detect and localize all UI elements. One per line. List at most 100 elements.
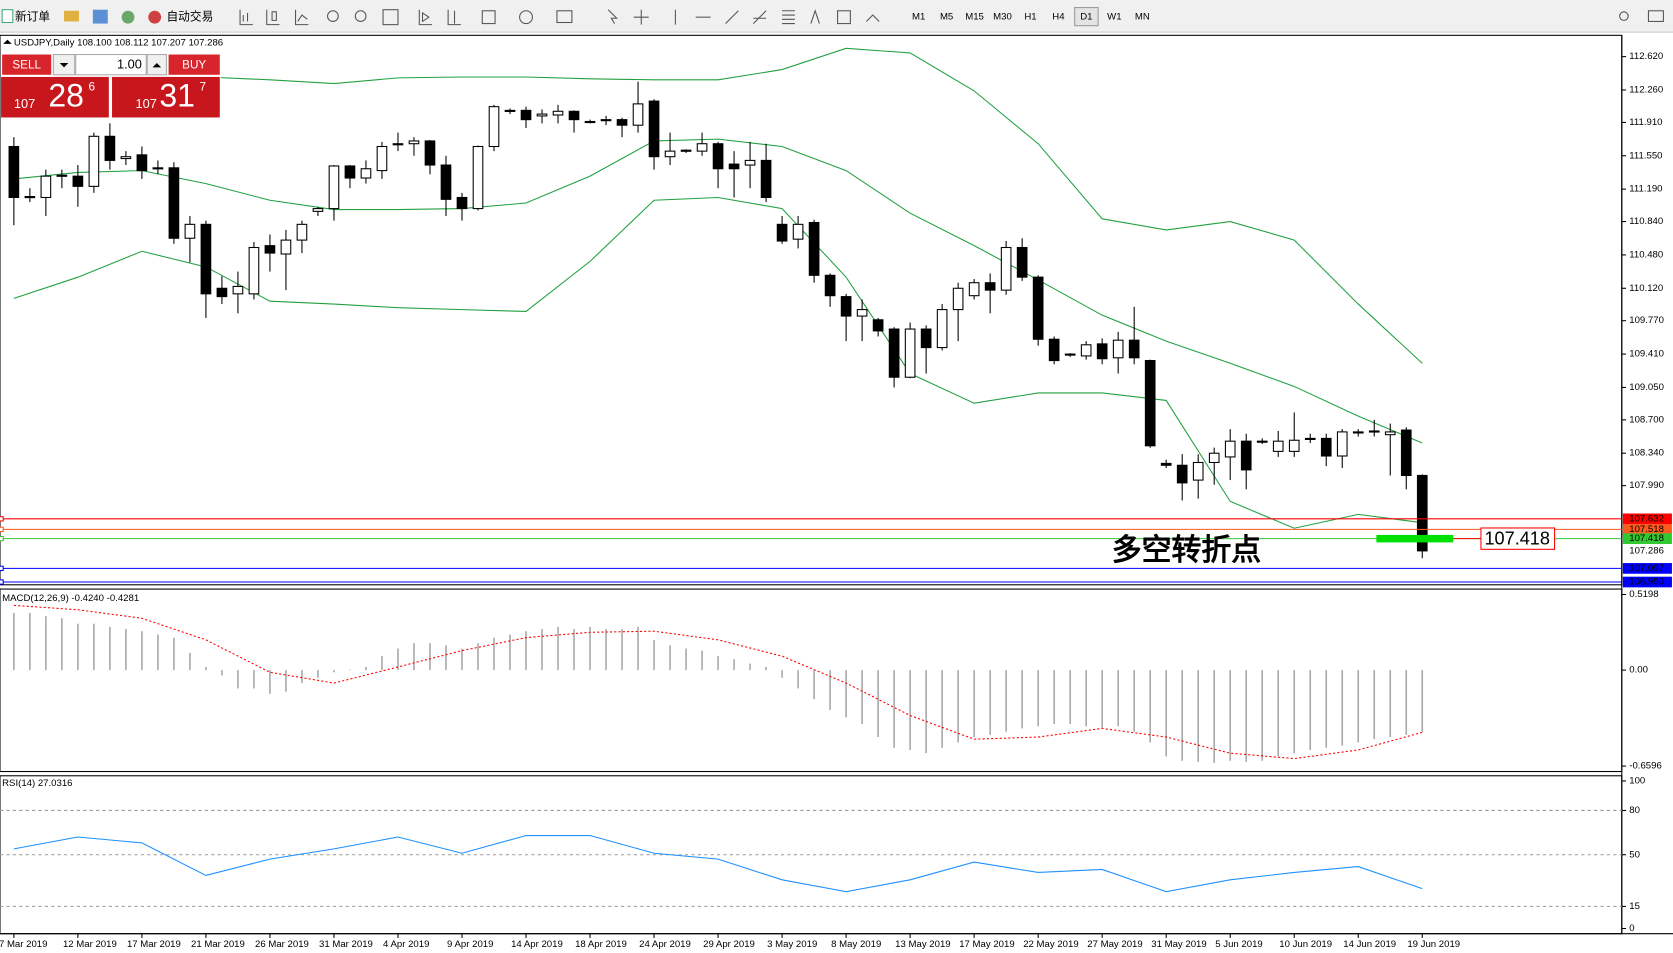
icon[interactable] bbox=[481, 10, 496, 25]
icon[interactable] bbox=[752, 10, 767, 24]
icon[interactable] bbox=[327, 10, 339, 22]
y-tick-label: 109.410 bbox=[1629, 349, 1664, 360]
y-tick-label: 111.550 bbox=[1629, 150, 1662, 161]
icon[interactable] bbox=[633, 9, 649, 25]
icon[interactable] bbox=[782, 10, 795, 25]
candle-body bbox=[232, 285, 244, 295]
timeframe-button[interactable]: M15 bbox=[965, 12, 984, 23]
toolbar-icons bbox=[239, 9, 1664, 26]
x-tick-label: 8 May 2019 bbox=[831, 939, 881, 950]
icon[interactable] bbox=[725, 10, 739, 24]
plot: 112.620 112.260 111.910 111.550 111.190 110.8… bbox=[0, 47, 1672, 950]
auto-trading-button[interactable]: 自动交易 bbox=[148, 9, 213, 24]
annotation-text: 多空转折点 bbox=[1112, 533, 1261, 568]
candle-body bbox=[568, 110, 580, 121]
y-tick-label: 80 bbox=[1629, 805, 1640, 816]
timeframe-button[interactable]: M5 bbox=[940, 12, 953, 23]
icon[interactable] bbox=[354, 10, 367, 22]
y-tick-label: 111.910 bbox=[1629, 117, 1662, 128]
x-tick-label: 17 May 2019 bbox=[959, 939, 1014, 950]
button-label: 新订单 bbox=[15, 9, 50, 23]
rsi-line bbox=[13, 835, 1423, 893]
icon bbox=[148, 10, 162, 24]
bid-box[interactable]: 107 28 6 bbox=[1, 76, 109, 118]
icon[interactable] bbox=[607, 9, 618, 24]
x-tick-label: 21 Mar 2019 bbox=[191, 939, 245, 950]
candle-body bbox=[264, 245, 276, 254]
x-tick-label: 9 Apr 2019 bbox=[447, 939, 493, 950]
price-label-bg bbox=[1622, 524, 1672, 535]
y-tick-label: 111.190 bbox=[1629, 184, 1662, 195]
candle-body bbox=[984, 282, 996, 291]
candle-body bbox=[200, 223, 212, 295]
icon[interactable] bbox=[556, 10, 573, 24]
x-tick-label: 7 Mar 2019 bbox=[0, 939, 47, 950]
candle-body bbox=[136, 154, 148, 172]
candle-body bbox=[952, 287, 964, 311]
timeframe-button[interactable]: W1 bbox=[1107, 12, 1121, 23]
y-tick-label: 107.990 bbox=[1629, 480, 1664, 491]
x-tick-label: 4 Apr 2019 bbox=[383, 939, 429, 950]
candle-body bbox=[1096, 343, 1108, 360]
candle-body bbox=[1208, 452, 1220, 464]
candle-body bbox=[968, 282, 980, 297]
price-box bbox=[112, 76, 220, 118]
collapse-icon[interactable] bbox=[3, 39, 12, 44]
ask-box[interactable]: 107 31 7 bbox=[112, 76, 220, 118]
icon[interactable] bbox=[382, 9, 399, 26]
line-handle bbox=[0, 535, 4, 542]
icon[interactable] bbox=[447, 9, 461, 26]
candle-body bbox=[1336, 431, 1348, 457]
timeframe-button[interactable]: M30 bbox=[993, 12, 1012, 23]
toolbar bbox=[0, 0, 1673, 33]
candle-body bbox=[648, 100, 660, 158]
candle-body bbox=[456, 196, 468, 210]
x-tick-label: 24 Apr 2019 bbox=[639, 939, 691, 950]
icon[interactable] bbox=[121, 10, 135, 24]
timeframe-button[interactable]: H1 bbox=[1024, 12, 1036, 23]
timeframe-button[interactable]: MN bbox=[1135, 12, 1150, 23]
candle-body bbox=[872, 319, 884, 332]
icon[interactable] bbox=[239, 9, 253, 26]
icon[interactable] bbox=[865, 14, 880, 22]
icon[interactable] bbox=[519, 10, 533, 25]
candle-body bbox=[488, 106, 500, 148]
price-label-bg bbox=[1622, 545, 1672, 557]
icon[interactable] bbox=[92, 9, 108, 24]
price-fraction: 6 bbox=[88, 81, 95, 94]
icon[interactable] bbox=[418, 9, 433, 26]
icon[interactable] bbox=[295, 9, 309, 26]
icon[interactable] bbox=[837, 10, 851, 25]
candle-body bbox=[472, 145, 484, 210]
timeframe-button[interactable]: H4 bbox=[1052, 12, 1065, 23]
price-label-bg bbox=[1622, 533, 1672, 544]
candle-body bbox=[840, 296, 852, 317]
lot-input[interactable] bbox=[75, 53, 147, 76]
candle-body bbox=[152, 167, 164, 170]
y-tick-label: 108.700 bbox=[1629, 414, 1664, 425]
icon[interactable] bbox=[1619, 11, 1629, 21]
x-tick-label: 5 Jun 2019 bbox=[1215, 939, 1262, 950]
timeframe-button[interactable]: D1 bbox=[1080, 12, 1092, 23]
timeframe-button[interactable]: M1 bbox=[912, 12, 925, 23]
candle-body bbox=[1176, 464, 1188, 484]
icon[interactable] bbox=[810, 9, 820, 24]
sell-button[interactable]: SELL bbox=[2, 54, 52, 75]
buy-button[interactable]: BUY bbox=[168, 54, 220, 75]
line-handle bbox=[0, 516, 4, 522]
icon[interactable] bbox=[1647, 10, 1664, 22]
one-click-panel: SELL 1.00 BUY 107 28 6 107 31 7 bbox=[1, 53, 221, 119]
candle-body bbox=[1256, 440, 1268, 443]
active-timeframe bbox=[1074, 7, 1099, 27]
bollinger-middle bbox=[13, 138, 1423, 444]
pivot-label: 107.418 bbox=[1484, 529, 1550, 549]
price-big-figure: 107 bbox=[135, 96, 156, 111]
icon[interactable] bbox=[266, 9, 280, 26]
icon bbox=[152, 63, 162, 68]
new-order-button[interactable]: 新订单 bbox=[1, 9, 50, 23]
price-label-bg bbox=[1622, 513, 1672, 525]
button-label: SELL bbox=[12, 58, 41, 71]
icon[interactable] bbox=[64, 10, 79, 22]
candle-body bbox=[1064, 353, 1076, 356]
